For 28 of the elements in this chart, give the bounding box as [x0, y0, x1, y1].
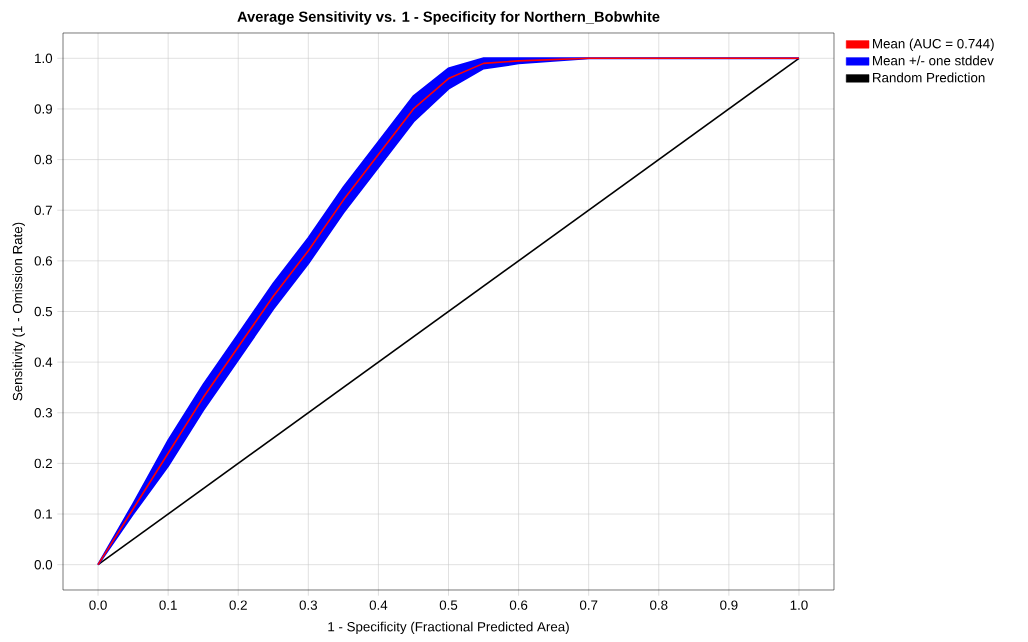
x-tick-label: 0.9 [720, 600, 738, 610]
x-tick-label: 0.4 [369, 600, 388, 610]
y-tick-label: 0.7 [34, 205, 52, 215]
y-tick-label: 0.1 [34, 509, 52, 519]
x-axis-title: 1 - Specificity (Fractional Predicted Area) [328, 621, 569, 635]
y-tick-label: 0.2 [34, 458, 52, 469]
y-tick-label: 0.4 [34, 357, 53, 367]
y-tick-label: 0.9 [34, 104, 52, 114]
x-tick-label: 0.7 [579, 600, 598, 610]
chart-title: Average Sensitivity vs. 1 - Specificity for Northern_Bobwhite [237, 11, 660, 25]
x-tick-label: 0.2 [229, 600, 247, 610]
x-tick-label: 0.0 [89, 600, 107, 610]
y-tick-label: 0.6 [34, 256, 53, 266]
x-tick-label: 0.5 [439, 600, 458, 610]
x-tick-label: 0.1 [159, 600, 177, 610]
legend-label: Mean (AUC = 0.744) [873, 38, 994, 52]
legend-label: Random Prediction [873, 72, 985, 83]
y-tick-label: 1.0 [35, 53, 53, 64]
x-tick-label: 1.0 [790, 600, 808, 610]
y-axis-title: Sensitivity (1 - Omission Rate) [12, 222, 25, 401]
x-tick-label: 0.8 [650, 600, 668, 610]
y-tick-label: 0.5 [34, 306, 53, 317]
x-tick-label: 0.6 [509, 600, 528, 610]
y-tick-label: 0.8 [34, 154, 53, 165]
y-tick-label: 0.0 [34, 559, 53, 570]
y-tick-label: 0.3 [34, 408, 53, 418]
legend-label: Mean +/- one stddev [873, 55, 994, 66]
x-tick-label: 0.3 [299, 600, 318, 610]
